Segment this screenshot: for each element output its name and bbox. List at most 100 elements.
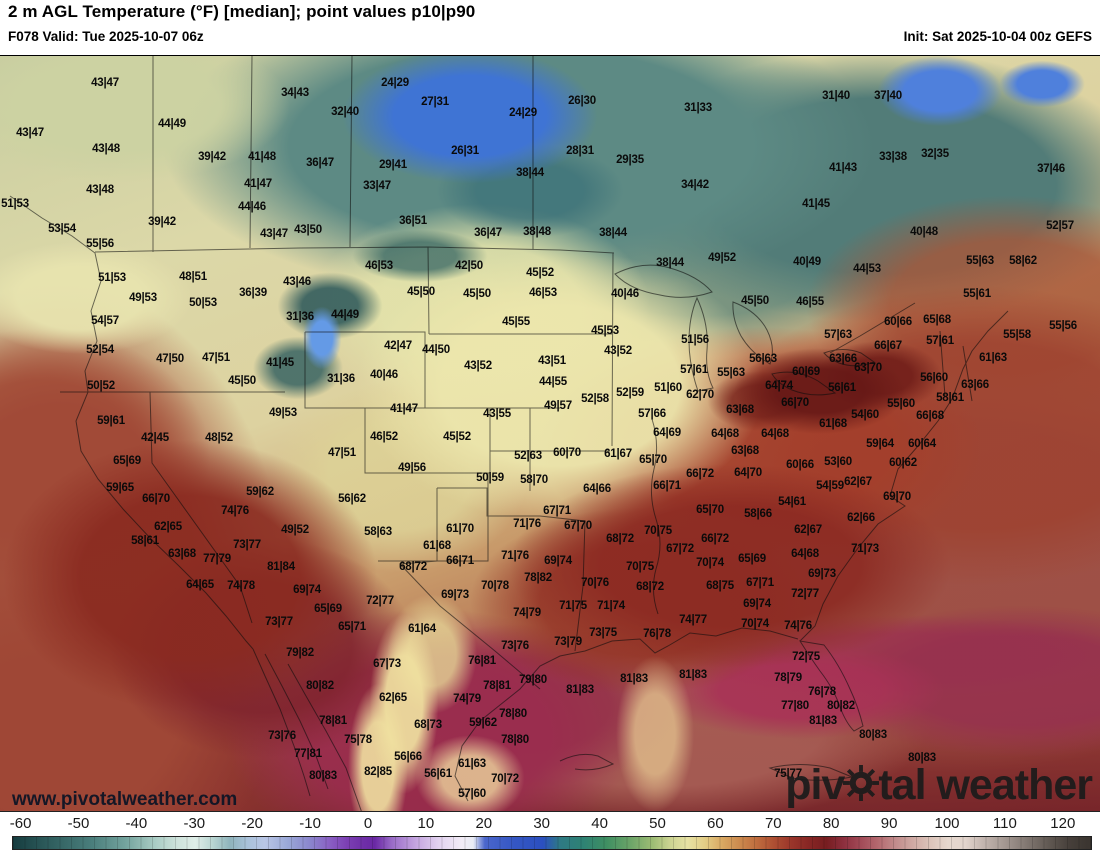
- point-value-label: 56|62: [338, 493, 366, 505]
- point-value-label: 69|74: [293, 584, 321, 596]
- point-value-label: 63|66: [961, 379, 989, 391]
- point-value-label: 67|72: [666, 543, 694, 555]
- point-value-label: 62|66: [847, 512, 875, 524]
- point-value-label: 31|36: [286, 311, 314, 323]
- colorbar-tick-label: -30: [183, 815, 206, 832]
- point-value-label: 76|78: [643, 628, 671, 640]
- point-value-label: 64|74: [765, 380, 793, 392]
- point-value-label: 79|80: [519, 674, 547, 686]
- point-value-label: 67|73: [373, 658, 401, 670]
- point-value-label: 78|79: [774, 672, 802, 684]
- point-value-label: 81|83: [679, 669, 707, 681]
- point-value-label: 44|49: [331, 309, 359, 321]
- point-value-label: 61|68: [819, 418, 847, 430]
- point-value-label: 43|47: [260, 228, 288, 240]
- point-value-label: 61|70: [446, 523, 474, 535]
- point-value-label: 32|40: [331, 106, 359, 118]
- point-value-label: 70|75: [644, 525, 672, 537]
- point-value-label: 54|60: [851, 409, 879, 421]
- point-value-label: 66|68: [916, 410, 944, 422]
- point-value-label: 50|59: [476, 472, 504, 484]
- point-value-label: 73|76: [268, 730, 296, 742]
- point-value-label: 66|72: [701, 533, 729, 545]
- point-value-label: 76|78: [808, 686, 836, 698]
- point-value-label: 40|49: [793, 256, 821, 268]
- point-value-label: 38|44: [599, 227, 627, 239]
- point-value-label: 70|74: [741, 618, 769, 630]
- point-value-label: 24|29: [509, 107, 537, 119]
- point-value-label: 67|71: [746, 577, 774, 589]
- point-value-label: 53|60: [824, 456, 852, 468]
- point-value-label: 52|58: [581, 393, 609, 405]
- colorbar-tick-label: 90: [880, 815, 898, 832]
- point-value-label: 80|82: [306, 680, 334, 692]
- point-value-label: 71|76: [513, 518, 541, 530]
- point-value-label: 41|47: [244, 178, 272, 190]
- point-value-label: 49|52: [281, 524, 309, 536]
- point-value-label: 56|66: [394, 751, 422, 763]
- point-value-label: 41|48: [248, 151, 276, 163]
- point-value-label: 65|69: [113, 455, 141, 467]
- point-value-label: 46|52: [370, 431, 398, 443]
- point-value-label: 72|75: [792, 651, 820, 663]
- point-value-label: 39|42: [198, 151, 226, 163]
- point-value-label: 62|65: [379, 692, 407, 704]
- point-value-label: 48|51: [179, 271, 207, 283]
- point-value-label: 37|46: [1037, 163, 1065, 175]
- header: 2 m AGL Temperature (°F) [median]; point…: [0, 0, 1100, 55]
- point-value-label: 67|71: [543, 505, 571, 517]
- point-value-label: 43|46: [283, 276, 311, 288]
- point-value-label: 55|56: [1049, 320, 1077, 332]
- point-value-label: 73|77: [265, 616, 293, 628]
- point-value-label: 69|73: [441, 589, 469, 601]
- point-value-label: 44|53: [853, 263, 881, 275]
- watermark-url: www.pivotalweather.com: [12, 789, 238, 810]
- point-value-label: 70|75: [626, 561, 654, 573]
- point-value-label: 65|68: [923, 314, 951, 326]
- point-value-label: 47|51: [202, 352, 230, 364]
- point-value-label: 45|52: [526, 267, 554, 279]
- point-value-label: 66|72: [686, 468, 714, 480]
- point-value-label: 68|75: [706, 580, 734, 592]
- point-value-label: 51|53: [1, 198, 29, 210]
- point-value-label: 73|75: [589, 627, 617, 639]
- point-value-label: 80|82: [827, 700, 855, 712]
- point-value-label: 64|66: [583, 483, 611, 495]
- point-value-label: 63|66: [829, 353, 857, 365]
- point-value-label: 41|45: [266, 357, 294, 369]
- point-value-label: 38|44: [516, 167, 544, 179]
- point-value-label: 40|48: [910, 226, 938, 238]
- point-value-label: 41|45: [802, 198, 830, 210]
- point-value-label: 60|64: [908, 438, 936, 450]
- point-value-label: 63|68: [168, 548, 196, 560]
- point-value-label: 42|50: [455, 260, 483, 272]
- point-value-label: 51|53: [98, 272, 126, 284]
- colorbar-tick-label: -60: [9, 815, 32, 832]
- point-value-label: 70|76: [581, 577, 609, 589]
- point-value-label: 36|39: [239, 287, 267, 299]
- point-value-label: 40|46: [611, 288, 639, 300]
- point-value-label: 50|52: [87, 380, 115, 392]
- point-value-label: 43|47: [16, 127, 44, 139]
- point-value-label: 49|53: [129, 292, 157, 304]
- point-value-label: 58|63: [364, 526, 392, 538]
- point-value-label: 74|79: [513, 607, 541, 619]
- point-value-label: 47|50: [156, 353, 184, 365]
- point-value-label: 36|51: [399, 215, 427, 227]
- point-value-label: 26|30: [568, 95, 596, 107]
- point-value-label: 55|63: [717, 367, 745, 379]
- point-value-label: 54|59: [816, 480, 844, 492]
- point-value-label: 41|47: [390, 403, 418, 415]
- point-value-label: 31|33: [684, 102, 712, 114]
- point-value-label: 66|70: [781, 397, 809, 409]
- point-value-label: 42|45: [141, 432, 169, 444]
- point-value-label: 75|77: [774, 768, 802, 780]
- point-value-label: 49|53: [269, 407, 297, 419]
- colorbar-gradient: [12, 836, 1092, 850]
- point-value-label: 65|71: [338, 621, 366, 633]
- point-value-label: 72|77: [366, 595, 394, 607]
- point-value-label: 82|85: [364, 766, 392, 778]
- point-value-label: 63|70: [854, 362, 882, 374]
- point-value-label: 59|62: [246, 486, 274, 498]
- point-value-label: 24|29: [381, 77, 409, 89]
